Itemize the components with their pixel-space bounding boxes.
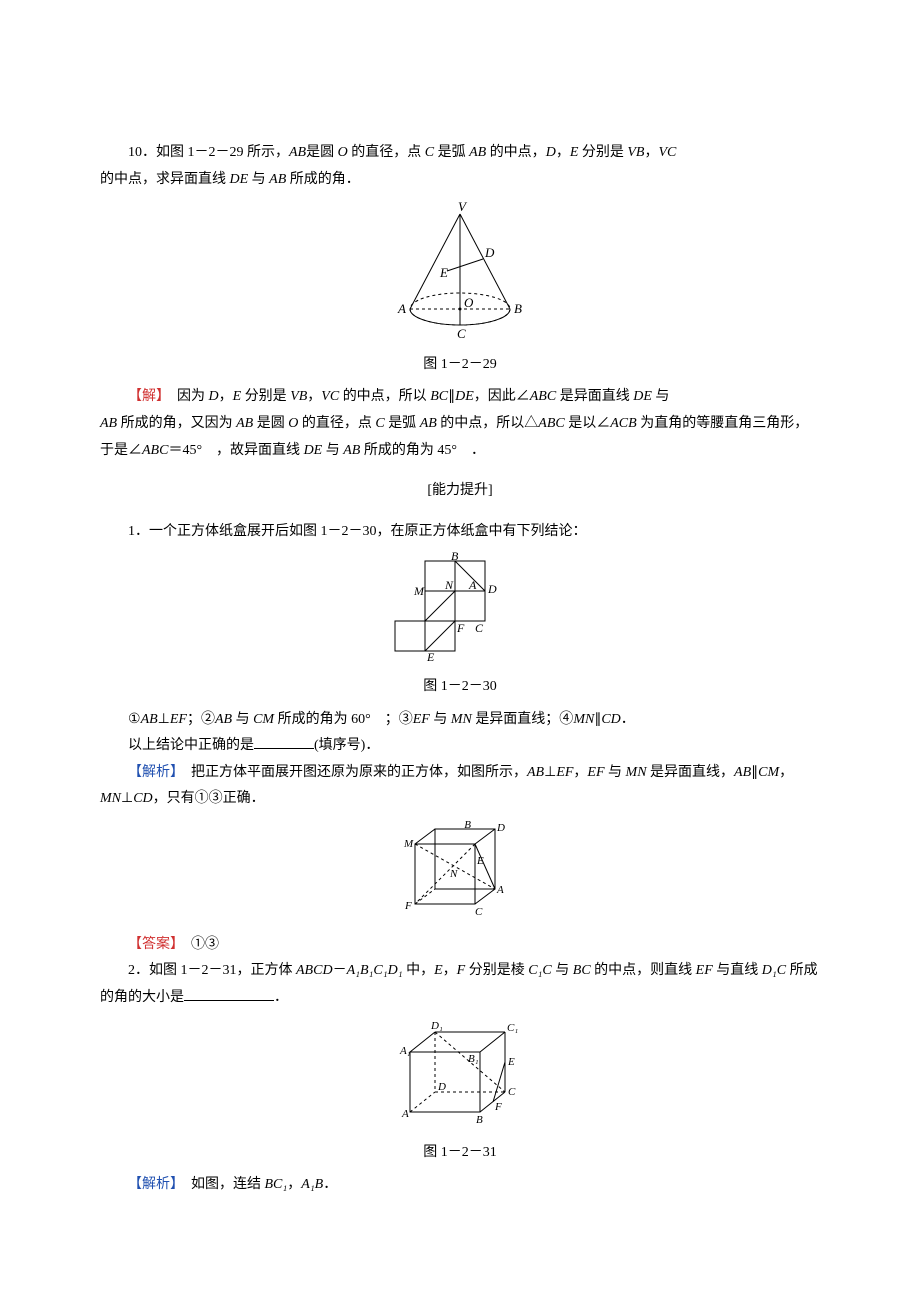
q1-options: ①AB⊥EF；②AB 与 CM 所成的角为 60° ；③EF 所成的角为 60°… [100,707,820,734]
svg-text:M: M [413,584,425,598]
svg-text:B: B [464,819,471,831]
svg-text:D: D [487,582,497,596]
q10-text-2: 的中点，求异面直线 DE 与 AB 所成的角． [100,167,820,194]
svg-text:E: E [439,265,448,280]
svg-text:D: D [484,245,495,260]
fig-1-2-30: B A D M N F C E [100,551,820,672]
fig-1-2-31: A₁ D₁ C₁ B₁ E D C F A B [100,1017,820,1138]
q1-ask: 以上结论中正确的是(填序号)． [100,733,820,760]
svg-text:E: E [426,650,435,661]
svg-text:O: O [464,295,474,310]
svg-text:A: A [496,884,504,896]
svg-text:B: B [451,551,459,563]
svg-text:B: B [476,1114,483,1126]
svg-text:N: N [449,868,458,880]
ans1: 【答案】 ①③ [100,932,820,959]
svg-text:C: C [457,326,466,339]
svg-text:A: A [468,578,477,592]
blank-input [254,734,314,749]
svg-text:C: C [475,906,483,918]
svg-text:D: D [437,1081,446,1093]
q10-text: 10．如图 1－2－29 所示，AB是圆 O 的直径，点 C 是弧 AB 的中点… [100,140,820,167]
svg-text:A₁: A₁ [399,1045,411,1057]
svg-text:E: E [507,1056,515,1068]
fig-1-2-29: V D E A B C O [100,199,820,350]
q10-num: 10． [128,145,156,160]
svg-text:C₁: C₁ [507,1022,518,1034]
svg-text:D: D [496,822,505,834]
svg-text:D₁: D₁ [430,1020,443,1032]
sol10-2: AB 所成的角，又因为 AB 是圆 O 的直径，点 C 是弧 AB 的中点，所以… [100,411,820,464]
fig-1-2-29-caption: 图 1－2－29 [100,352,820,379]
fig-1-2-30-caption: 图 1－2－30 [100,674,820,701]
svg-text:V: V [458,199,468,214]
svg-text:B: B [514,301,522,316]
svg-text:A: A [397,301,406,316]
fig-cube-restored: B D M E N A F C [100,819,820,930]
svg-text:F: F [404,900,412,912]
svg-text:C: C [508,1086,516,1098]
sol10: 【解】 因为 D，E 分别是 VB，VC 的中点，所以 BC∥DE，因此∠ABC… [100,384,820,411]
svg-text:B₁: B₁ [468,1053,479,1065]
svg-text:F: F [494,1101,502,1113]
ana1: 【解析】 把正方体平面展开图还原为原来的正方体，如图所示，AB⊥EF，EF 与 … [100,760,820,813]
svg-text:A: A [401,1108,409,1120]
svg-text:E: E [476,855,484,867]
q2-text: 2．如图 1－2－31，正方体 ABCD－A₁B₁C₁D₁ 中，E，F 分别是棱… [100,958,820,1011]
fig-1-2-31-caption: 图 1－2－31 [100,1140,820,1167]
svg-text:F: F [456,621,465,635]
blank-input-2 [184,986,274,1001]
ana2: 【解析】 如图，连结 BC₁，A₁B． [100,1172,820,1199]
svg-text:N: N [444,578,454,592]
q1-text: 1．一个正方体纸盒展开后如图 1－2－30，在原正方体纸盒中有下列结论： [100,519,820,546]
section-title: [能力提升] [100,478,820,505]
svg-text:M: M [403,838,414,850]
svg-text:C: C [475,621,484,635]
